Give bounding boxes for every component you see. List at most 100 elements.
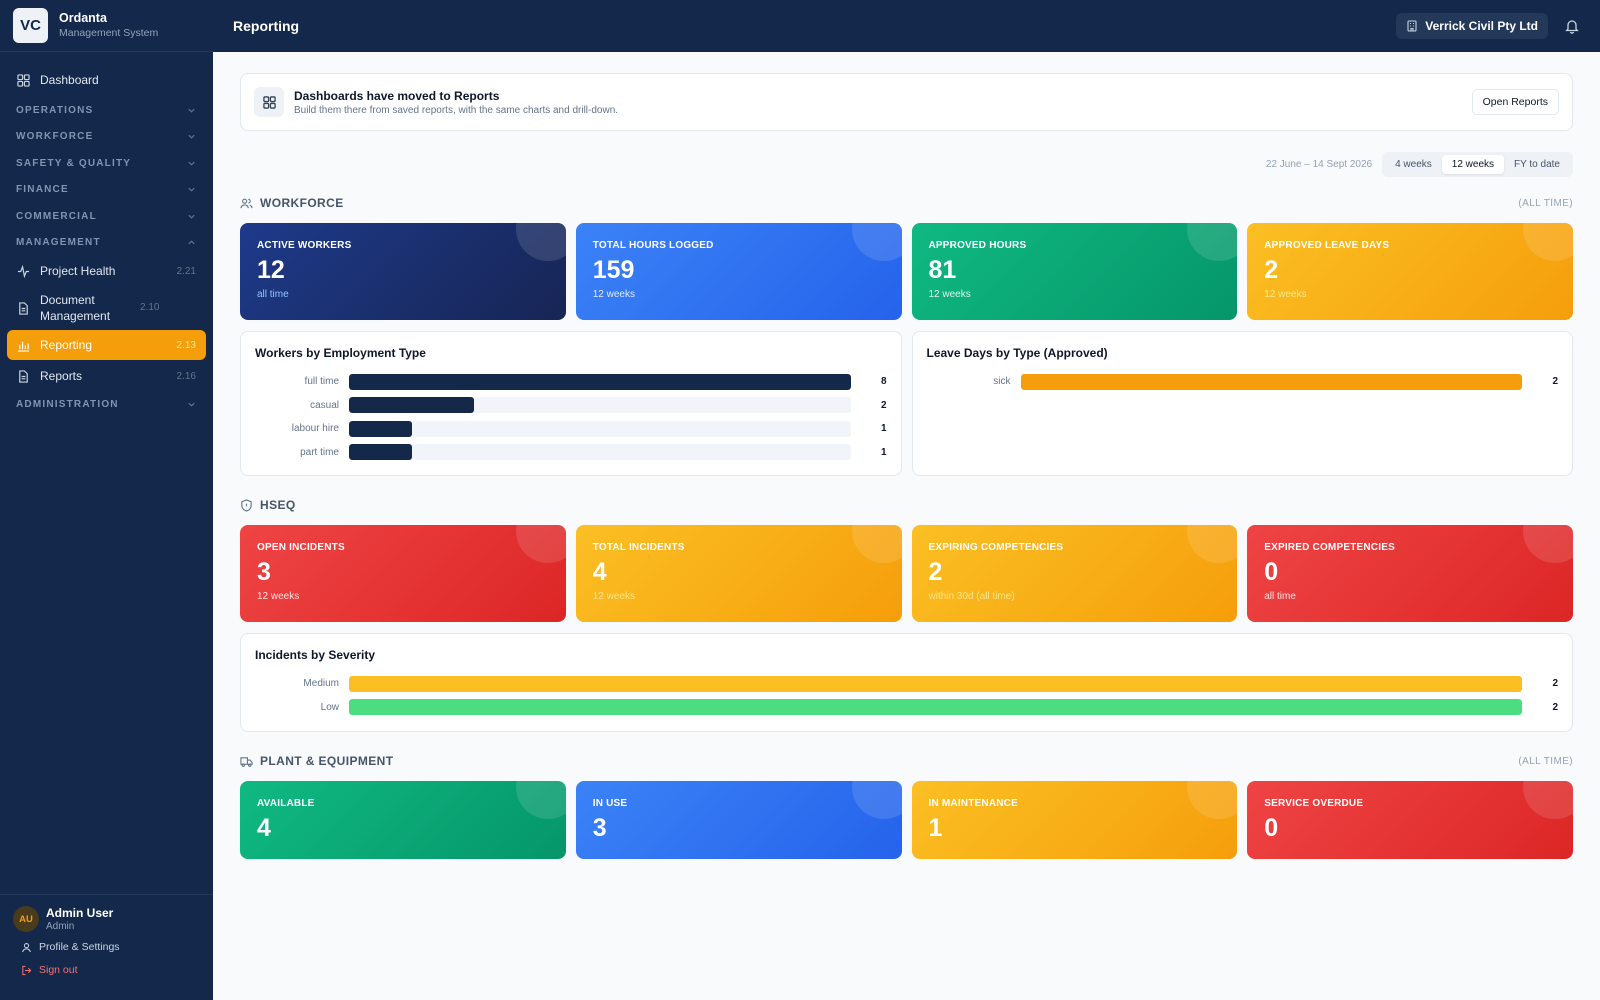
range-12-weeks[interactable]: 12 weeks (1441, 155, 1505, 174)
kpi-sub: all time (257, 289, 289, 300)
grid-icon (262, 95, 276, 109)
kpi-card[interactable]: IN USE 3 (575, 781, 902, 859)
section-management[interactable]: MANAGEMENT (0, 230, 213, 257)
bar-value: 2 (1552, 376, 1558, 388)
bar (1020, 373, 1522, 390)
section-label: ADMINISTRATION (16, 398, 119, 410)
truck-icon (240, 756, 253, 767)
bar-label: casual (310, 399, 339, 411)
hbar-chart: sick 2 (927, 370, 1558, 394)
bar-value: 2 (880, 399, 887, 411)
kpi-card[interactable]: ACTIVE WORKERS 12 all time (240, 223, 566, 320)
hbar-chart: Medium 2 Low 2 (255, 672, 1558, 719)
bar-track (349, 420, 851, 437)
banner-icon (254, 87, 284, 117)
bar-row[interactable]: labour hire 1 (255, 417, 887, 441)
sidebar-item-reports[interactable]: Reports 2.16 (7, 361, 206, 391)
chevron-down-icon (188, 214, 195, 219)
kpi-card[interactable]: AVAILABLE 4 (240, 781, 566, 859)
sign-out-link[interactable]: Sign out (13, 964, 200, 976)
kpi-sub: 12 weeks (257, 591, 300, 602)
workforce-section-header: WORKFORCE (ALL TIME) (240, 194, 1573, 212)
section-finance[interactable]: FINANCE (0, 177, 213, 204)
kpi-card[interactable]: SERVICE OVERDUE 0 (1247, 781, 1573, 859)
bell-icon[interactable] (1564, 18, 1580, 34)
org-switcher[interactable]: Verrick Civil Pty Ltd (1396, 13, 1548, 39)
bar (349, 675, 1522, 692)
bar-label: full time (304, 376, 339, 388)
kpi-sub: 12 weeks (1264, 289, 1307, 300)
sidebar-item-dashboard[interactable]: Dashboard (7, 65, 206, 95)
kpi-card[interactable]: OPEN INCIDENTS 3 12 weeks (240, 525, 566, 622)
bar-row[interactable]: full time 8 (255, 370, 887, 394)
sign-out-icon (22, 965, 32, 975)
chevron-down-icon (188, 161, 195, 166)
sidebar-item-document-management[interactable]: Document Management 2.10 (7, 286, 206, 330)
main-content: Dashboards have moved to Reports Build t… (240, 73, 1573, 859)
bar-row[interactable]: Low 2 (255, 696, 1558, 720)
sign-out-label: Sign out (39, 964, 78, 976)
sidebar-item-label: Dashboard (40, 73, 99, 87)
section-commercial[interactable]: COMMERCIAL (0, 203, 213, 230)
user-name: Admin User (46, 906, 114, 920)
bar-track (349, 699, 1522, 716)
kpi-value: 3 (592, 814, 607, 842)
range-4-weeks[interactable]: 4 weeks (1395, 159, 1432, 170)
section-label: WORKFORCE (16, 131, 94, 143)
kpi-label: EXPIRED COMPETENCIES (1264, 542, 1395, 553)
bar-value: 1 (880, 423, 887, 435)
kpi-card[interactable]: IN MAINTENANCE 1 (911, 781, 1238, 859)
section-safety-quality[interactable]: SAFETY & QUALITY (0, 150, 213, 177)
bar-row[interactable]: Medium 2 (255, 672, 1558, 696)
section-label: MANAGEMENT (16, 237, 101, 249)
sidebar-item-label: Project Health (40, 264, 116, 278)
chart-title: Incidents by Severity (255, 648, 376, 662)
kpi-card[interactable]: EXPIRED COMPETENCIES 0 all time (1247, 525, 1573, 622)
bar-value: 2 (1552, 678, 1558, 690)
bar-row[interactable]: sick 2 (927, 370, 1558, 394)
open-reports-button[interactable]: Open Reports (1471, 89, 1559, 115)
kpi-value: 1 (928, 814, 943, 842)
kpi-label: IN USE (592, 798, 628, 809)
kpi-card[interactable]: APPROVED HOURS 81 12 weeks (911, 223, 1238, 320)
kpi-sub: 12 weeks (592, 591, 635, 602)
workforce-kpis: ACTIVE WORKERS 12 all time TOTAL HOURS L… (240, 223, 1573, 320)
avatar[interactable]: AU (13, 906, 39, 932)
user-icon (22, 942, 31, 952)
kpi-value: 4 (592, 558, 607, 586)
bar (349, 699, 1522, 716)
bar-row[interactable]: part time 1 (255, 441, 887, 465)
profile-settings-label: Profile & Settings (39, 941, 120, 953)
bar (349, 444, 412, 461)
range-fy-to-date[interactable]: FY to date (1514, 159, 1560, 170)
bar-label: sick (993, 376, 1011, 388)
chart-panel: Workers by Employment Type full time 8 cas… (240, 331, 902, 476)
profile-settings-link[interactable]: Profile & Settings (13, 941, 200, 953)
hseq-section-header: HSEQ (240, 496, 1573, 514)
user-panel: AU Admin User Admin Profile & Settings S… (0, 894, 213, 1000)
plant-kpis: AVAILABLE 4 IN USE 3 IN MAINTENANCE 1 SE… (240, 781, 1573, 859)
kpi-sub: within 30d (all time) (928, 591, 1015, 602)
kpi-card[interactable]: TOTAL HOURS LOGGED 159 12 weeks (575, 223, 902, 320)
bar-label: labour hire (291, 423, 339, 435)
kpi-card[interactable]: APPROVED LEAVE DAYS 2 12 weeks (1247, 223, 1573, 320)
kpi-value: 81 (928, 256, 957, 284)
sidebar-item-reporting[interactable]: Reporting 2.13 (7, 330, 206, 360)
bar-value: 8 (880, 376, 887, 388)
activity-icon (17, 264, 30, 278)
section-label: SAFETY & QUALITY (16, 157, 132, 169)
bar (349, 420, 412, 437)
user-role: Admin (46, 921, 75, 932)
chart-title: Leave Days by Type (Approved) (926, 346, 1108, 360)
kpi-value: 2 (1264, 256, 1279, 284)
kpi-card[interactable]: EXPIRING COMPETENCIES 2 within 30d (all … (911, 525, 1238, 622)
kpi-card[interactable]: TOTAL INCIDENTS 4 12 weeks (575, 525, 902, 622)
section-operations[interactable]: OPERATIONS (0, 97, 213, 124)
bar-row[interactable]: casual 2 (255, 394, 887, 418)
kpi-label: OPEN INCIDENTS (257, 542, 345, 553)
section-administration[interactable]: ADMINISTRATION (0, 391, 213, 418)
section-workforce[interactable]: WORKFORCE (0, 124, 213, 151)
sidebar-item-project-health[interactable]: Project Health 2.21 (7, 256, 206, 286)
section-label: FINANCE (16, 184, 69, 196)
section-note: (ALL TIME) (1518, 197, 1573, 209)
